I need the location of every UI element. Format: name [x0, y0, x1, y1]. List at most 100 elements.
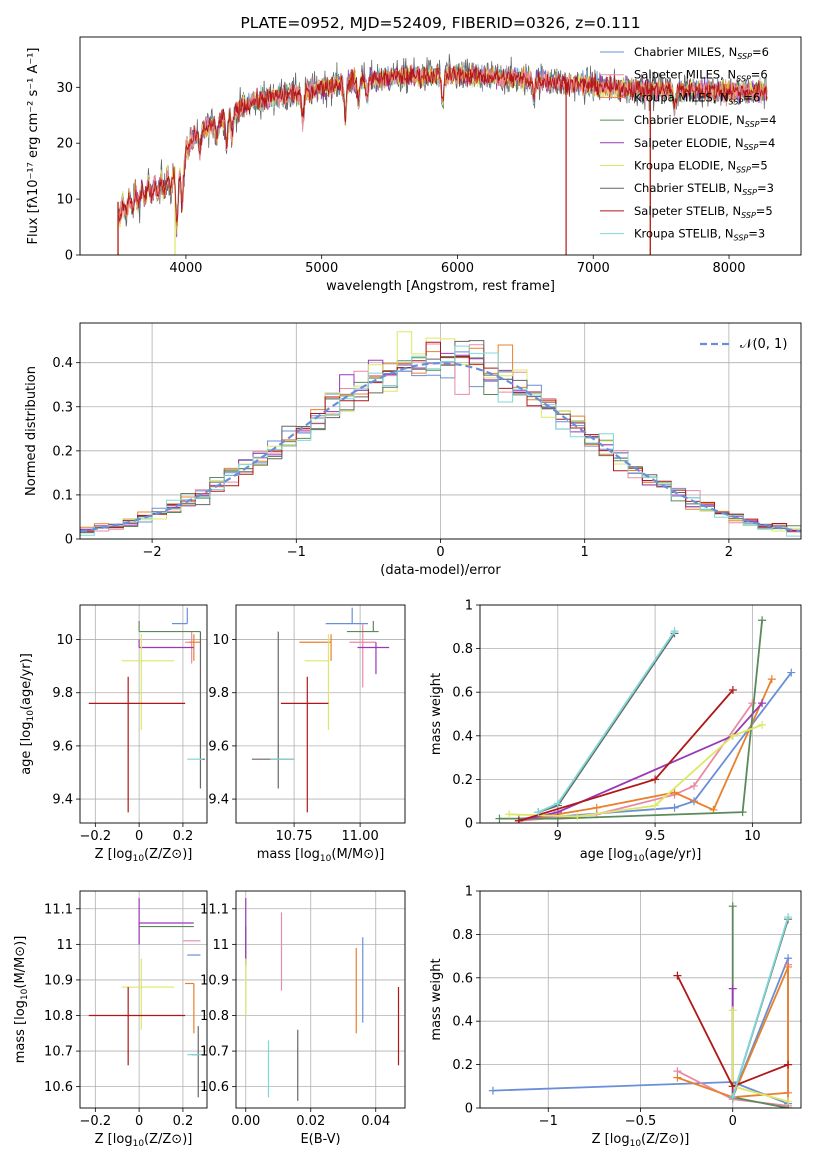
y-tick-label: 0.8 — [452, 928, 473, 943]
marker-point — [784, 962, 793, 971]
marker-point — [670, 627, 679, 636]
y-tick-label: 0.2 — [452, 1058, 473, 1073]
x-tick-label: 5000 — [305, 261, 338, 276]
x-tick-label: 0 — [135, 829, 143, 844]
legend-entry: Chabrier MILES, NSSP=6 — [634, 45, 769, 61]
x-tick-label: 0.02 — [296, 1114, 325, 1129]
x-tick-label: 2 — [725, 545, 733, 560]
y-tick-label: 9.8 — [208, 686, 229, 701]
y-tick-label: 9.4 — [52, 793, 73, 808]
series-kroupa-stelib — [538, 630, 676, 813]
errorbar-salpeter-stelib — [88, 987, 186, 1066]
marker-point — [728, 1006, 737, 1015]
panel-3: 10.75 11.00 9.4 9.6 9.8 10 — [208, 605, 405, 844]
marker-point — [728, 984, 737, 993]
marker-point — [488, 1086, 497, 1095]
errorbar-salpeter-elodie — [138, 639, 194, 649]
y-tick-label: 10.7 — [44, 1045, 73, 1060]
chart-title: PLATE=0952, MJD=52409, FIBERID=0326, z=0… — [240, 14, 640, 32]
marker-point — [670, 803, 679, 812]
y-tick-label: 0.2 — [52, 444, 73, 459]
marker-point — [738, 808, 747, 817]
marker-point — [592, 803, 601, 812]
y-axis-label: age [log10(age/yr)] — [19, 653, 36, 775]
marker-point — [784, 1060, 793, 1069]
axes-frame — [79, 322, 802, 540]
x-tick-label: 10 — [744, 829, 761, 844]
y-tick-label: 10.6 — [200, 1080, 229, 1095]
marker-point — [728, 1093, 737, 1102]
y-tick-label: 0.4 — [52, 356, 73, 371]
x-axis-label: (data-model)/error — [380, 563, 501, 578]
marker-point — [495, 814, 504, 823]
x-tick-label: −2 — [143, 545, 162, 560]
y-tick-label: 0.3 — [52, 400, 73, 415]
y-tick-label: 0.1 — [52, 488, 73, 503]
x-axis-label: wavelength [Angstrom, rest frame] — [326, 279, 555, 294]
legend-entry: Kroupa MILES, NSSP=6 — [634, 90, 760, 106]
axes-frame — [479, 890, 802, 1109]
y-tick-label: 9.6 — [52, 739, 73, 754]
y-tick-label: 30 — [56, 81, 73, 96]
x-axis-label: Z [log10(Z/Z⊙)] — [592, 1132, 690, 1149]
x-tick-label: −0.2 — [80, 829, 112, 844]
marker-point — [673, 971, 682, 980]
legend-entry: Chabrier ELODIE, NSSP=4 — [634, 113, 776, 129]
y-tick-label: 10 — [56, 193, 73, 208]
x-tick-label: −1 — [539, 1114, 558, 1129]
y-tick-label: 9.6 — [208, 739, 229, 754]
y-tick-label: 0.4 — [452, 729, 473, 744]
marker-point — [573, 812, 582, 821]
legend-entry: Salpeter STELIB, NSSP=5 — [634, 204, 773, 220]
y-tick-label: 0 — [65, 249, 73, 264]
panel-2: −0.2 0 0.2 9.4 9.6 9.8 10 — [52, 605, 207, 844]
axes-frame — [479, 604, 802, 824]
y-axis-label: mass [log10(M/M⊙)] — [13, 936, 30, 1064]
marker-point — [758, 616, 767, 625]
errorbar-salpeter-elodie — [138, 898, 194, 945]
y-tick-label: 0.4 — [452, 1015, 473, 1030]
x-tick-label: 4000 — [169, 261, 202, 276]
axes-frame — [235, 604, 406, 824]
marker-point — [748, 699, 757, 708]
x-tick-label: −1 — [287, 545, 306, 560]
marker-point — [670, 788, 679, 797]
x-tick-label: 7000 — [577, 261, 610, 276]
legend-entry: Kroupa ELODIE, NSSP=5 — [634, 159, 768, 175]
x-tick-label: 9 — [554, 829, 562, 844]
y-tick-label: 0.2 — [452, 773, 473, 788]
x-axis-label: Z [log10(Z/Z⊙)] — [95, 847, 193, 864]
y-tick-label: 10.6 — [44, 1080, 73, 1095]
axes-frame — [79, 36, 802, 256]
marker-point — [784, 1088, 793, 1097]
y-tick-label: 11.1 — [200, 902, 229, 917]
marker-point — [505, 810, 514, 819]
marker-point — [784, 913, 793, 922]
y-tick-label: 1 — [465, 885, 473, 900]
spectrum-salpeter-stelib — [117, 64, 768, 223]
y-tick-label: 10.9 — [44, 973, 73, 988]
y-tick-label: 1 — [465, 599, 473, 614]
errorbar-chabrier-elodie — [346, 620, 379, 633]
errorbar-salpeter-elodie — [357, 642, 390, 675]
marker-point — [651, 775, 660, 784]
normal-curve — [80, 361, 801, 533]
x-tick-label: 0.2 — [173, 1114, 194, 1129]
errorbar-chabrier-elodie — [138, 620, 201, 633]
errorbar-chabrier-stelib — [199, 631, 205, 789]
panel-0: 4000 5000 6000 7000 8000 0 10 20 30 — [56, 81, 745, 276]
x-axis-label: age [log10(age/yr)] — [580, 847, 702, 864]
errorbar-kroupa-elodie — [304, 634, 330, 730]
y-tick-label: 0 — [465, 817, 473, 832]
marker-point — [758, 699, 767, 708]
x-tick-label: −0.2 — [80, 1114, 112, 1129]
marker-point — [673, 1073, 682, 1082]
errorbar-salpeter-stelib — [88, 676, 186, 813]
legend-entry: 𝒩(0, 1) — [740, 337, 787, 352]
axes-frame — [79, 604, 208, 824]
x-axis-label: mass [log10(M/M⊙)] — [257, 847, 385, 864]
panel-6: 0.00 0.02 0.04 10.6 10.7 10.8 10.9 11 11.1 — [200, 891, 405, 1129]
y-axis-label: mass weight — [429, 958, 444, 1040]
y-axis-label: mass weight — [429, 673, 444, 755]
